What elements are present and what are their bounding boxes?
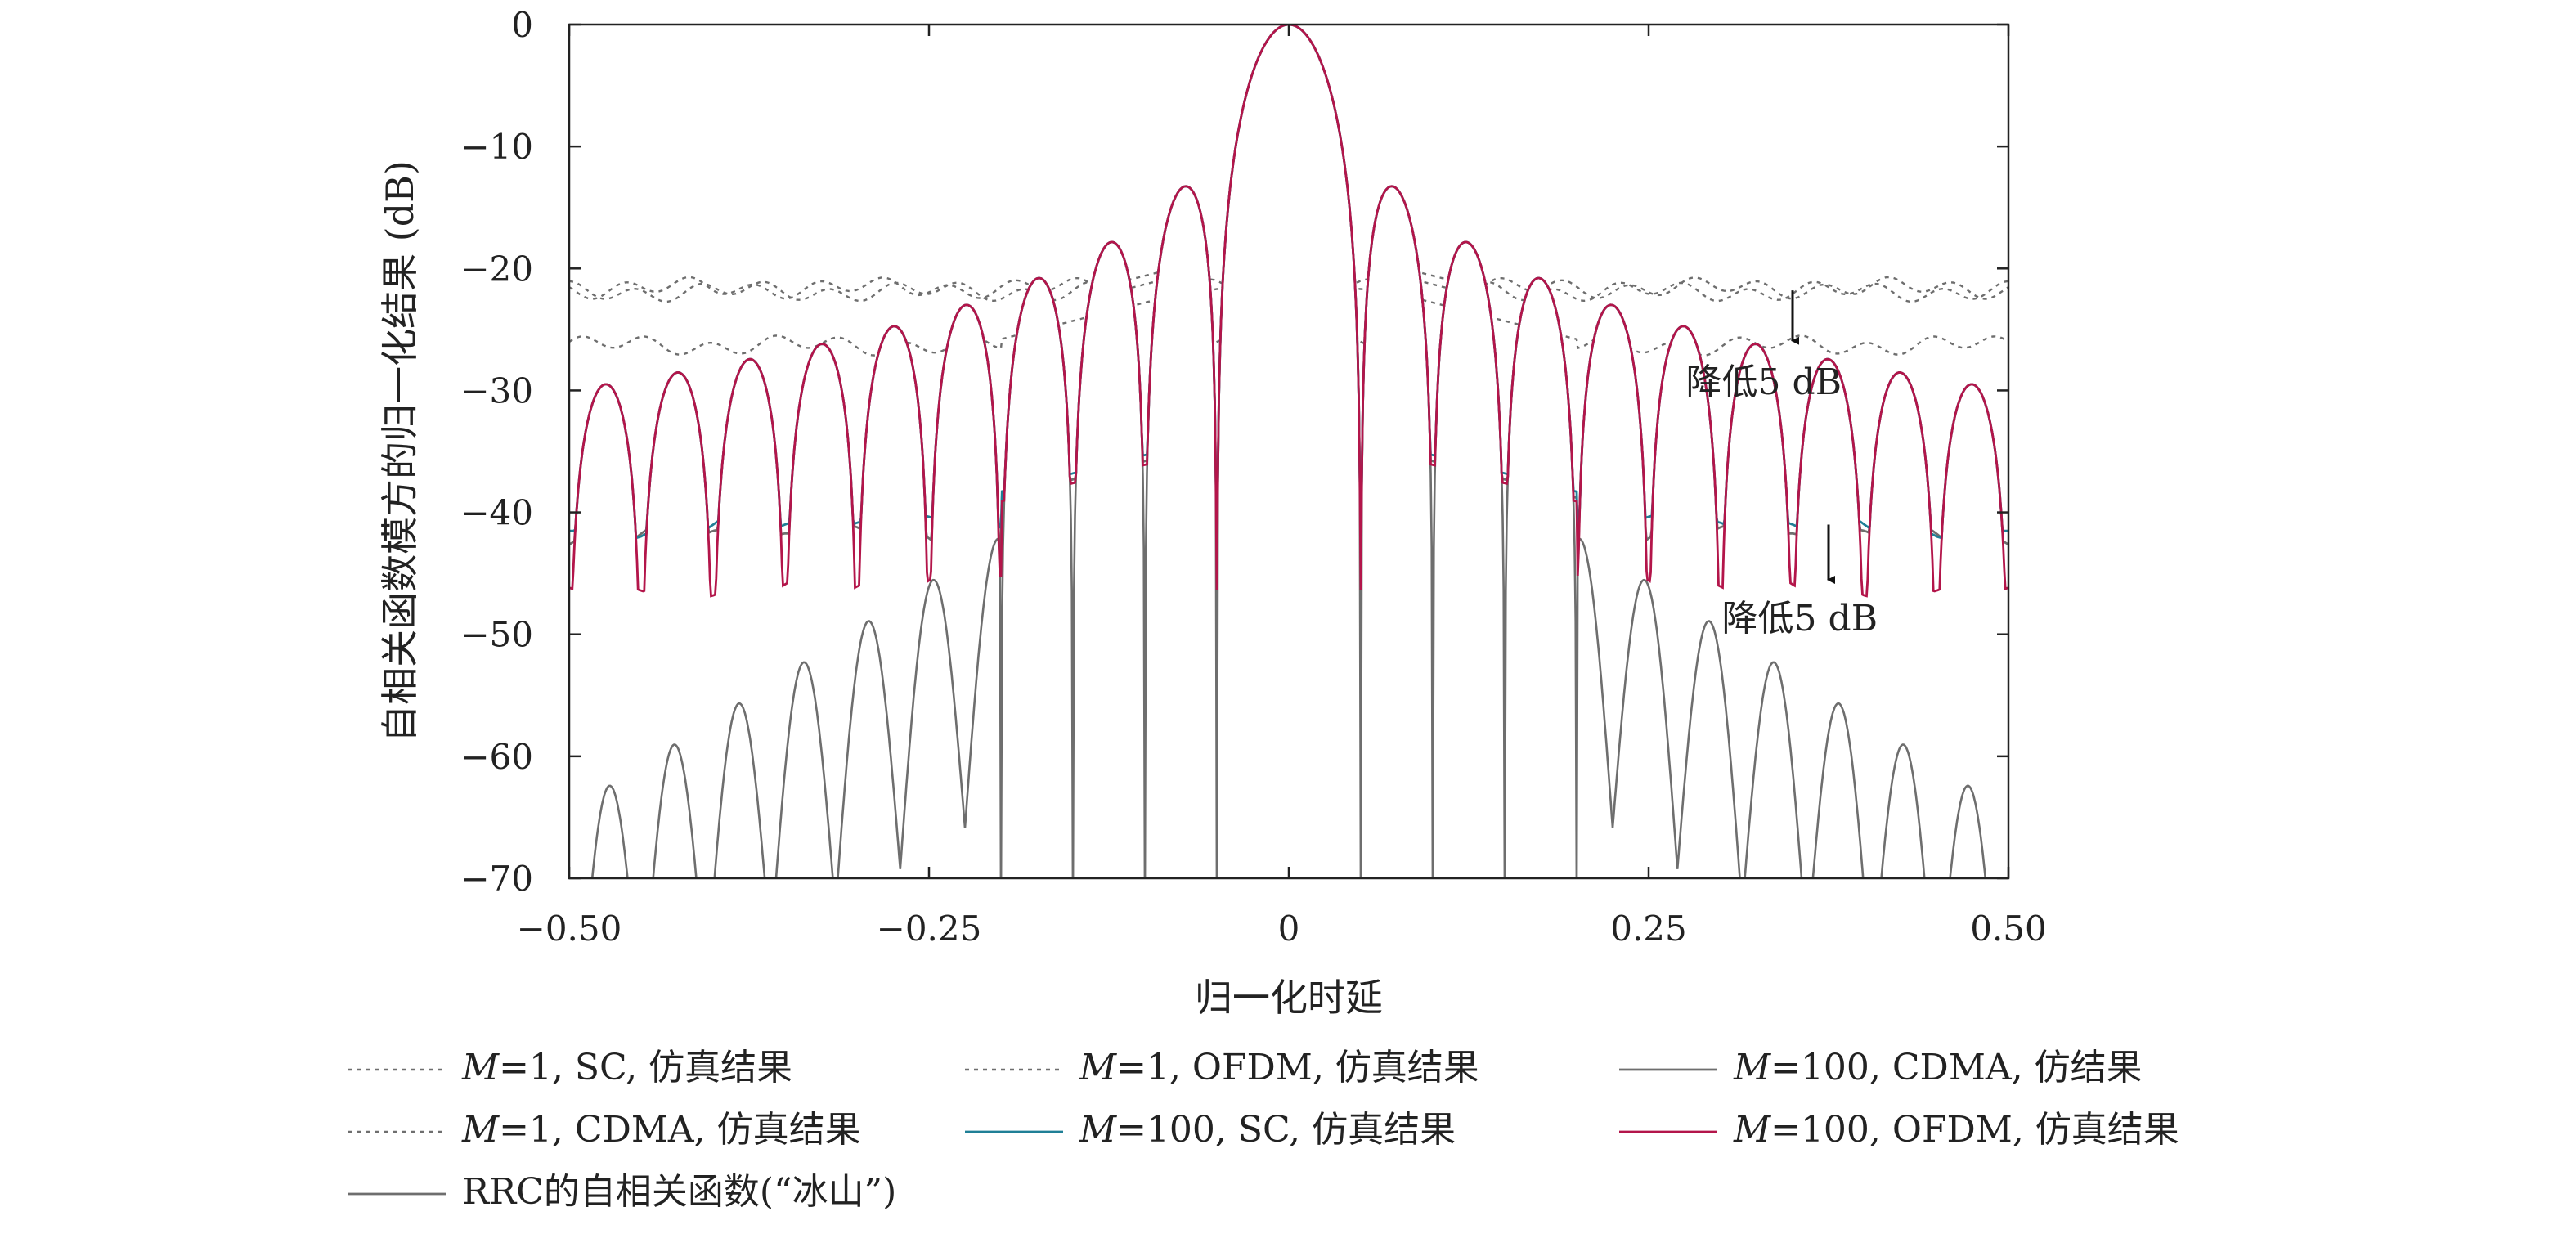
- annotations: 降低5 dB 降低5 dB: [1686, 290, 1878, 639]
- axes: −0.50 −0.25 0 0.25 0.50 0 −10 −20 −30 −40 −50 −60 −7…: [460, 5, 2046, 949]
- legend-label-6: RRC的自相关函数(“冰山”): [462, 1171, 896, 1213]
- annotation-label-0: 降低5 dB: [1686, 361, 1842, 403]
- y-tick-label: −30: [460, 370, 533, 411]
- x-tick-label: 0: [1278, 909, 1300, 949]
- plot-area: [569, 25, 2008, 878]
- x-axis-title: 归一化时延: [1195, 976, 1383, 1020]
- x-tick-label: −0.25: [877, 909, 982, 949]
- y-tick-label: −50: [460, 615, 533, 655]
- series-line-rrc-iceberg: [590, 25, 1987, 878]
- y-tick-label: −40: [460, 493, 533, 533]
- legend-label-1: M=1, OFDM, 仿真结果: [1079, 1047, 1479, 1088]
- legend-label-0: M=1, SC, 仿真结果: [461, 1047, 792, 1088]
- series-line-3: [569, 25, 2008, 357]
- x-tick-label: −0.50: [517, 909, 622, 949]
- series-line-5: [569, 25, 2008, 598]
- series-line-1: [569, 25, 2008, 303]
- series-line-4: [569, 25, 2008, 540]
- y-tick-label: −70: [460, 859, 533, 899]
- legend-label-4: M=100, SC, 仿真结果: [1079, 1109, 1456, 1151]
- y-tick-label: −10: [460, 127, 533, 167]
- series-line-2: [569, 25, 2008, 545]
- y-tick-label: −60: [460, 737, 533, 777]
- y-axis-title: 自相关函数模方的归一化结果 (dB): [378, 160, 422, 743]
- annotation-label-1: 降低5 dB: [1722, 598, 1878, 639]
- legend-label-5: M=100, OFDM, 仿真结果: [1733, 1109, 2179, 1151]
- plot-frame: [568, 23, 2010, 880]
- legend: M=1, SC, 仿真结果 M=1, OFDM, 仿真结果 M=100, CDMA,…: [348, 1047, 2179, 1213]
- y-tick-label: 0: [511, 5, 533, 45]
- x-tick-label: 0.25: [1610, 909, 1687, 949]
- y-tick-label: −20: [460, 249, 533, 289]
- series-line-0: [569, 25, 2008, 300]
- x-tick-label: 0.50: [1970, 909, 2047, 949]
- legend-label-2: M=100, CDMA, 仿结果: [1733, 1047, 2143, 1088]
- legend-label-3: M=1, CDMA, 仿真结果: [461, 1109, 861, 1151]
